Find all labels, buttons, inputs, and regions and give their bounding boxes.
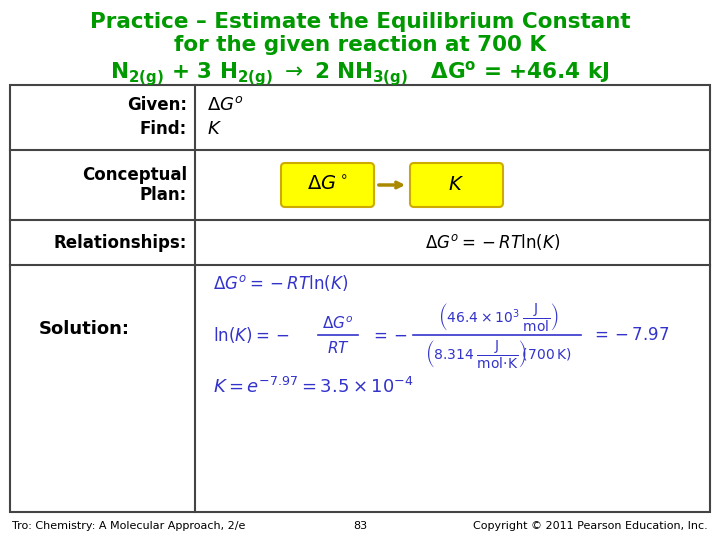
Text: $\left(46.4\times10^3 \; \dfrac{\rm J}{\rm mol}\right)$: $\left(46.4\times10^3 \; \dfrac{\rm J}{\… [438,302,558,334]
Text: Solution:: Solution: [39,320,130,338]
FancyBboxPatch shape [410,163,503,207]
Text: Given:: Given: [127,96,187,113]
Text: $K = e^{-7.97} = 3.5\times10^{-4}$: $K = e^{-7.97} = 3.5\times10^{-4}$ [213,377,413,397]
Text: N$_{\mathbf{2(g)}}$ + 3 H$_{\mathbf{2(g)}}$ $\rightarrow$ 2 NH$_{\mathbf{3(g)}}$: N$_{\mathbf{2(g)}}$ + 3 H$_{\mathbf{2(g)… [110,59,610,88]
Text: $\Delta G^o$: $\Delta G^o$ [207,96,243,113]
Text: $\Delta G^o = -RT\ln(K)$: $\Delta G^o = -RT\ln(K)$ [425,233,560,253]
Text: $K$: $K$ [207,120,222,138]
Text: Find:: Find: [140,120,187,138]
Text: Copyright © 2011 Pearson Education, Inc.: Copyright © 2011 Pearson Education, Inc. [473,521,708,531]
FancyBboxPatch shape [281,163,374,207]
Text: Relationships:: Relationships: [53,233,187,252]
Text: $\ln(K) = -$: $\ln(K) = -$ [213,325,290,345]
Text: for the given reaction at 700 K: for the given reaction at 700 K [174,35,546,55]
Text: Conceptual: Conceptual [82,166,187,184]
Text: $RT$: $RT$ [327,340,349,356]
Text: $\Delta G^\circ$: $\Delta G^\circ$ [307,176,348,194]
Bar [10,85,710,512]
Text: $= -7.97$: $= -7.97$ [591,326,670,344]
Text: Tro: Chemistry: A Molecular Approach, 2/e: Tro: Chemistry: A Molecular Approach, 2/… [12,521,246,531]
Text: 83: 83 [353,521,367,531]
Text: $= -$: $= -$ [370,326,408,344]
Text: $\Delta G^o = -RT\ln(K)$: $\Delta G^o = -RT\ln(K)$ [213,273,348,293]
Text: Plan:: Plan: [140,186,187,204]
Text: $K$: $K$ [449,176,464,194]
Text: Practice – Estimate the Equilibrium Constant: Practice – Estimate the Equilibrium Cons… [90,12,630,32]
Text: $\Delta G^o$: $\Delta G^o$ [323,316,354,332]
Text: $\left(8.314 \; \dfrac{\rm J}{\rm mol{\cdot}K}\right)\!\!\left(700\,\rm K\right): $\left(8.314 \; \dfrac{\rm J}{\rm mol{\c… [425,339,571,371]
